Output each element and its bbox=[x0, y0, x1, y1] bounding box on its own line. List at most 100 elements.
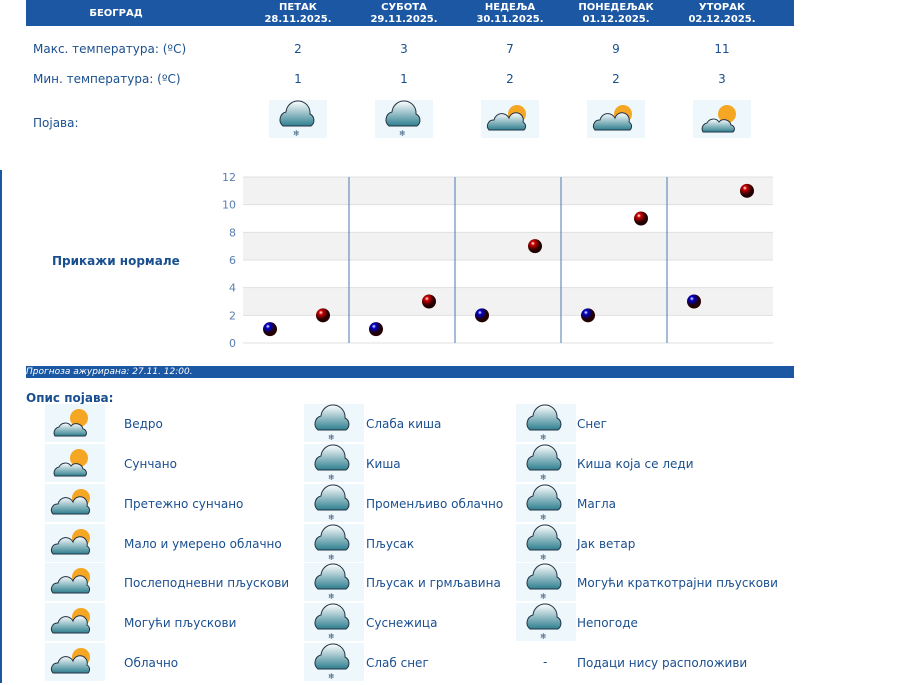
day-header: УТОРАК 02.12.2025. bbox=[677, 2, 767, 26]
min-temp: 3 bbox=[718, 72, 726, 86]
y-tick-label: 0 bbox=[229, 337, 236, 350]
max-temp-point bbox=[316, 308, 330, 323]
phenomenon-label: Појава: bbox=[33, 116, 79, 130]
y-tick-label: 2 bbox=[229, 309, 236, 322]
svg-text:❄: ❄ bbox=[328, 513, 335, 522]
legend-label: Суснежица bbox=[366, 616, 438, 630]
day-name: СУБОТА bbox=[381, 2, 427, 13]
max-temp-point bbox=[528, 239, 542, 254]
day-name: НЕДЕЉА bbox=[484, 2, 536, 13]
min-temp-point bbox=[475, 308, 489, 323]
weather-legend-icon bbox=[45, 444, 105, 482]
min-temp-point bbox=[263, 322, 277, 337]
legend-label: Киша bbox=[366, 457, 401, 471]
weather-legend-icon: ❄ bbox=[516, 404, 576, 442]
legend-label: Претежно сунчано bbox=[124, 497, 244, 511]
legend-label: Магла bbox=[577, 497, 617, 511]
min-temp: 2 bbox=[506, 72, 514, 86]
day-header: ПОНЕДЕЉАК 01.12.2025. bbox=[571, 2, 661, 26]
max-temp: 11 bbox=[714, 42, 730, 56]
y-tick-label: 10 bbox=[222, 199, 236, 212]
svg-text:❄: ❄ bbox=[540, 433, 547, 442]
day-name: ПЕТАК bbox=[279, 2, 317, 13]
no-data-symbol: - bbox=[543, 655, 548, 669]
min-temp-point bbox=[687, 294, 701, 309]
day-header: НЕДЕЉА 30.11.2025. bbox=[465, 2, 555, 26]
svg-text:❄: ❄ bbox=[540, 632, 547, 641]
partly-cloudy-icon bbox=[481, 100, 539, 138]
forecast-header: БЕОГРАД ПЕТАК 28.11.2025. СУБОТА 29.11.2025… bbox=[26, 0, 794, 26]
legend-label: Ведро bbox=[124, 417, 163, 431]
max-temp: 9 bbox=[612, 42, 620, 56]
weather-legend-icon: ❄ bbox=[304, 603, 364, 641]
y-tick-label: 8 bbox=[229, 226, 236, 239]
weather-legend-icon: ❄ bbox=[304, 524, 364, 562]
legend-label: Јак ветар bbox=[577, 537, 636, 551]
legend-label: Облачно bbox=[124, 656, 179, 670]
weather-legend-icon: ❄ bbox=[516, 603, 576, 641]
legend-label: Мало и умерено облачно bbox=[124, 537, 282, 551]
max-temp: 3 bbox=[400, 42, 408, 56]
svg-text:❄: ❄ bbox=[540, 473, 547, 482]
svg-text:❄: ❄ bbox=[540, 513, 547, 522]
svg-text:❄: ❄ bbox=[328, 553, 335, 562]
weather-legend-icon bbox=[45, 484, 105, 522]
legend-label: Подаци нису расположиви bbox=[577, 656, 748, 670]
legend-label: Могући краткотрајни пљускови bbox=[577, 576, 778, 590]
min-temp: 1 bbox=[400, 72, 408, 86]
legend-label: Пљусак и грмљавина bbox=[366, 576, 501, 590]
grid-band bbox=[243, 232, 773, 260]
max-temp-label: Макс. температура: (ºC) bbox=[33, 42, 187, 56]
weather-legend-icon bbox=[45, 404, 105, 442]
y-tick-label: 4 bbox=[229, 282, 236, 295]
weather-legend-icon: ❄ bbox=[516, 484, 576, 522]
weather-legend-icon: ❄ bbox=[304, 563, 364, 601]
weather-legend-icon: ❄ bbox=[304, 404, 364, 442]
y-tick-label: 12 bbox=[222, 171, 236, 184]
max-temp: 2 bbox=[294, 42, 302, 56]
day-date: 01.12.2025. bbox=[582, 14, 650, 25]
weather-legend-icon: ❄ bbox=[516, 444, 576, 482]
day-date: 02.12.2025. bbox=[688, 14, 756, 25]
svg-text:❄: ❄ bbox=[399, 129, 406, 138]
grid-band bbox=[243, 287, 773, 316]
weather-legend-icon bbox=[45, 563, 105, 601]
weather-legend-icon bbox=[45, 643, 105, 681]
min-temp: 2 bbox=[612, 72, 620, 86]
legend-label: Послеподневни пљускови bbox=[124, 576, 290, 590]
y-tick-label: 6 bbox=[229, 254, 236, 267]
svg-text:❄: ❄ bbox=[328, 632, 335, 641]
legend-label: Непогоде bbox=[577, 616, 638, 630]
svg-text:❄: ❄ bbox=[328, 473, 335, 482]
day-date: 28.11.2025. bbox=[264, 14, 332, 25]
weather-legend-icon: ❄ bbox=[304, 484, 364, 522]
show-normals-link[interactable]: Прикажи нормале bbox=[52, 254, 180, 268]
day-name: ПОНЕДЕЉАК bbox=[578, 2, 654, 13]
svg-text:❄: ❄ bbox=[540, 592, 547, 601]
max-temp-point bbox=[740, 183, 754, 198]
weather-legend-icon: ❄ bbox=[304, 444, 364, 482]
legend-label: Слаб снег bbox=[366, 656, 429, 670]
day-name: УТОРАК bbox=[698, 2, 746, 13]
weather-legend-icon bbox=[45, 524, 105, 562]
min-temp-label: Мин. температура: (ºC) bbox=[33, 72, 181, 86]
left-border bbox=[0, 170, 2, 683]
day-header: ПЕТАК 28.11.2025. bbox=[253, 2, 343, 26]
city-name: БЕОГРАД bbox=[89, 8, 143, 19]
max-temp: 7 bbox=[506, 42, 514, 56]
legend-label: Могући пљускови bbox=[124, 616, 237, 630]
grid-band bbox=[243, 177, 773, 205]
day-header: СУБОТА 29.11.2025. bbox=[359, 2, 449, 26]
svg-text:❄: ❄ bbox=[540, 553, 547, 562]
legend-label: Снег bbox=[577, 417, 607, 431]
legend-label: Пљусак bbox=[366, 537, 415, 551]
legend-label: Слаба киша bbox=[366, 417, 442, 431]
legend-label: Променљиво облачно bbox=[366, 497, 504, 511]
partly-cloudy-icon bbox=[587, 100, 645, 138]
snow-cloud-icon: ❄ bbox=[269, 100, 327, 138]
weather-legend-icon: ❄ bbox=[516, 563, 576, 601]
legend-label: Сунчано bbox=[124, 457, 177, 471]
max-temp-point bbox=[422, 294, 436, 309]
temperature-chart: 0 2 4 6 8 10 12 bbox=[222, 171, 773, 350]
weather-legend-icon: ❄ bbox=[304, 643, 364, 681]
